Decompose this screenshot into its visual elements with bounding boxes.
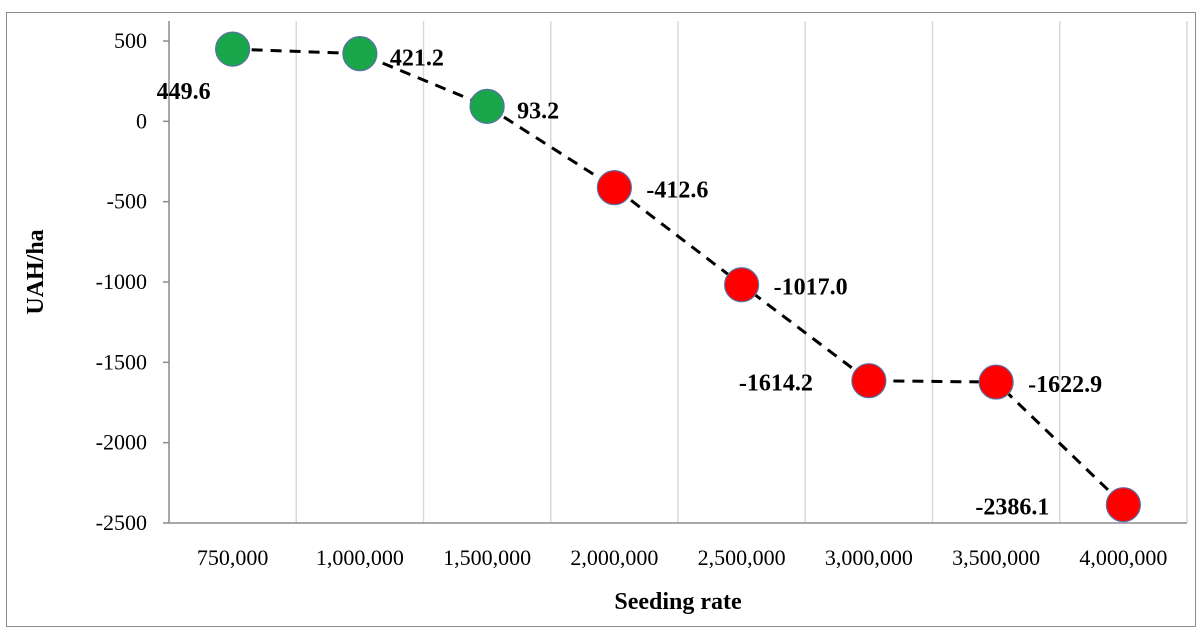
- data-label: -1017.0: [774, 275, 848, 301]
- data-label: 93.2: [517, 98, 559, 124]
- x-tick-label: 3,500,000: [952, 545, 1040, 570]
- y-tick-label: 0: [136, 108, 147, 133]
- series-dashed-line: [232, 47, 1125, 506]
- y-tick-label: -2000: [96, 430, 147, 455]
- y-tick-label: -1500: [96, 349, 147, 374]
- y-tick-label: -2500: [96, 510, 147, 535]
- series-line: [232, 47, 1125, 506]
- x-tick-label: 750,000: [197, 545, 269, 570]
- data-point: [215, 31, 251, 67]
- x-tick-label: 4,000,000: [1079, 545, 1167, 570]
- y-axis-ticks: 500 0 -500 -1000 -1500 -2000 -2500: [96, 28, 169, 535]
- data-label: 449.6: [157, 79, 211, 105]
- x-tick-label: 2,000,000: [570, 545, 658, 570]
- x-tick-label: 1,500,000: [443, 545, 531, 570]
- data-label: -1622.9: [1028, 372, 1102, 398]
- x-tick-label: 2,500,000: [698, 545, 786, 570]
- x-axis-title: Seeding rate: [614, 589, 742, 615]
- y-tick-label: -1000: [96, 269, 147, 294]
- data-point: [724, 267, 760, 303]
- data-point: [851, 363, 887, 399]
- y-tick-label: -500: [107, 189, 147, 214]
- data-label: 421.2: [390, 46, 444, 72]
- data-labels: 449.6 421.2 93.2 -412.6 -1017.0 -1614.2 -1622.…: [157, 46, 1103, 521]
- data-points: [215, 31, 1141, 523]
- x-axis-ticks: 750,000 1,000,000 1,500,000 2,000,000 2,500,…: [197, 545, 1168, 570]
- data-label: -412.6: [646, 178, 708, 204]
- data-label: -2386.1: [975, 495, 1049, 521]
- data-point: [342, 36, 378, 72]
- grid-lines: [295, 21, 1188, 523]
- line-chart: 500 0 -500 -1000 -1500 -2000 -2500 750,000 1,00…: [23, 21, 1188, 615]
- data-point: [469, 88, 505, 124]
- data-point: [596, 170, 632, 206]
- data-point: [978, 364, 1014, 400]
- axes: [168, 21, 1187, 524]
- data-label: -1614.2: [739, 371, 813, 397]
- y-tick-label: 500: [114, 28, 147, 53]
- y-axis-title: UAH/ha: [23, 229, 49, 314]
- data-point: [1105, 487, 1141, 523]
- x-tick-label: 1,000,000: [316, 545, 404, 570]
- x-tick-label: 3,000,000: [825, 545, 913, 570]
- chart-container: 500 0 -500 -1000 -1500 -2000 -2500 750,000 1,00…: [6, 12, 1196, 627]
